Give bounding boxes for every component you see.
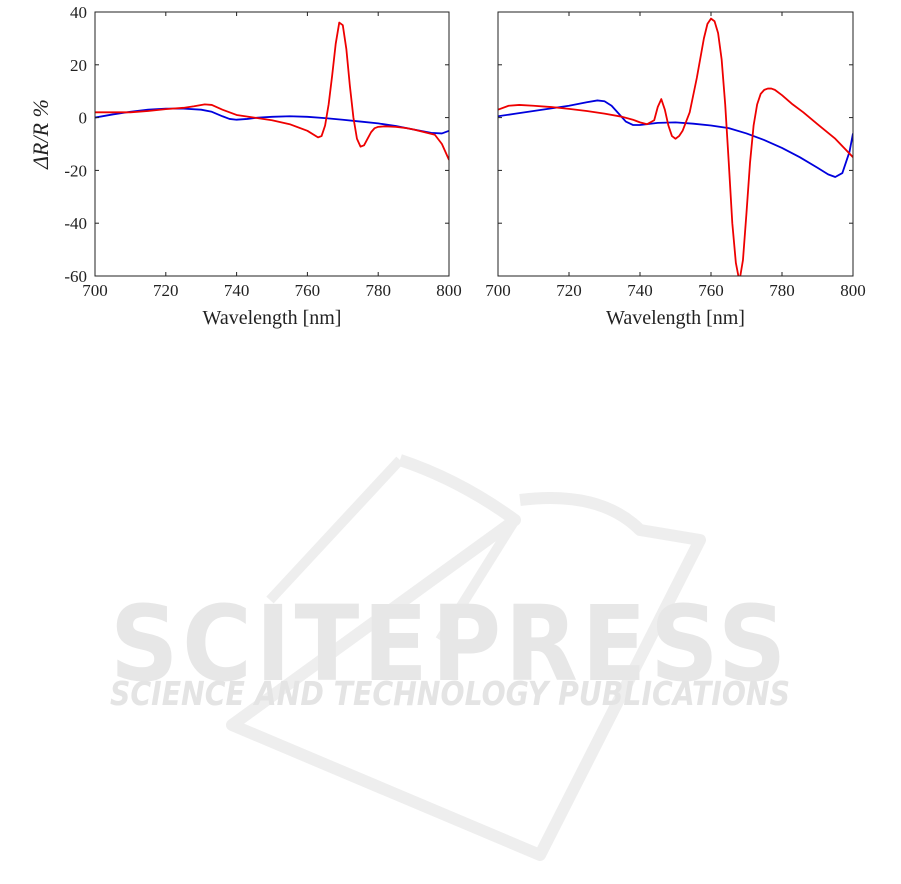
right-panel-series-line-1: [498, 99, 853, 178]
right-panel-x-ticks: 700 720 740 760 780 800: [485, 12, 866, 300]
left-panel-y-tick-label: 20: [70, 56, 87, 75]
watermark-title: SCITEPRESS: [110, 583, 790, 705]
watermark-book-spine: [266, 456, 520, 643]
left-panel-y-tick-label: -20: [64, 161, 87, 180]
left-panel: 700 720 740 760 780 800 40 20 0 -20 -40 -60 Wavele…: [28, 3, 462, 329]
watermark-subtitle: SCIENCE AND TECHNOLOGY PUBLICATIONS: [110, 674, 790, 713]
right-panel-y-ticks: [498, 11, 853, 277]
left-panel-x-axis-label: Wavelength [nm]: [203, 307, 342, 329]
left-panel-x-tick-label: 800: [436, 281, 462, 300]
left-panel-x-tick-label: 700: [82, 281, 108, 300]
left-panel-y-ticks: 40 20 0 -20 -40 -60: [64, 3, 449, 286]
right-panel-x-tick-label: 720: [556, 281, 582, 300]
left-panel-x-ticks: 700 720 740 760 780 800: [82, 12, 462, 300]
right-panel-x-tick-label: 780: [769, 281, 795, 300]
left-panel-x-tick-label: 760: [295, 281, 321, 300]
left-panel-x-tick-label: 740: [224, 281, 250, 300]
left-panel-y-tick-label: -40: [64, 214, 87, 233]
left-panel-y-tick-label: 40: [70, 3, 87, 22]
watermark: SCITEPRESS SCIENCE AND TECHNOLOGY PUBLIC…: [110, 454, 790, 861]
left-panel-x-tick-label: 720: [153, 281, 179, 300]
watermark-book-icon: [226, 454, 706, 861]
right-panel-x-tick-label: 740: [627, 281, 653, 300]
left-panel-series-line-2: [95, 21, 449, 161]
right-panel-x-axis-label: Wavelength [nm]: [606, 307, 745, 329]
right-panel-x-tick-label: 800: [840, 281, 866, 300]
right-panel-series-line-2: [498, 17, 853, 276]
left-panel-axes-box: [94, 11, 450, 277]
right-panel-x-tick-label: 760: [698, 281, 724, 300]
left-panel-y-tick-label: -60: [64, 267, 87, 286]
left-panel-y-axis-label: ΔR/R %: [28, 99, 53, 170]
right-panel-axes-box: [497, 11, 854, 277]
left-panel-series: [95, 21, 449, 161]
right-panel-x-tick-label: 700: [485, 281, 511, 300]
right-panel: 700 720 740 760 780 800 Wavelength [nm]: [485, 11, 866, 329]
left-panel-y-tick-label: 0: [79, 109, 88, 128]
right-panel-series: [498, 17, 853, 276]
left-panel-x-tick-label: 780: [365, 281, 391, 300]
